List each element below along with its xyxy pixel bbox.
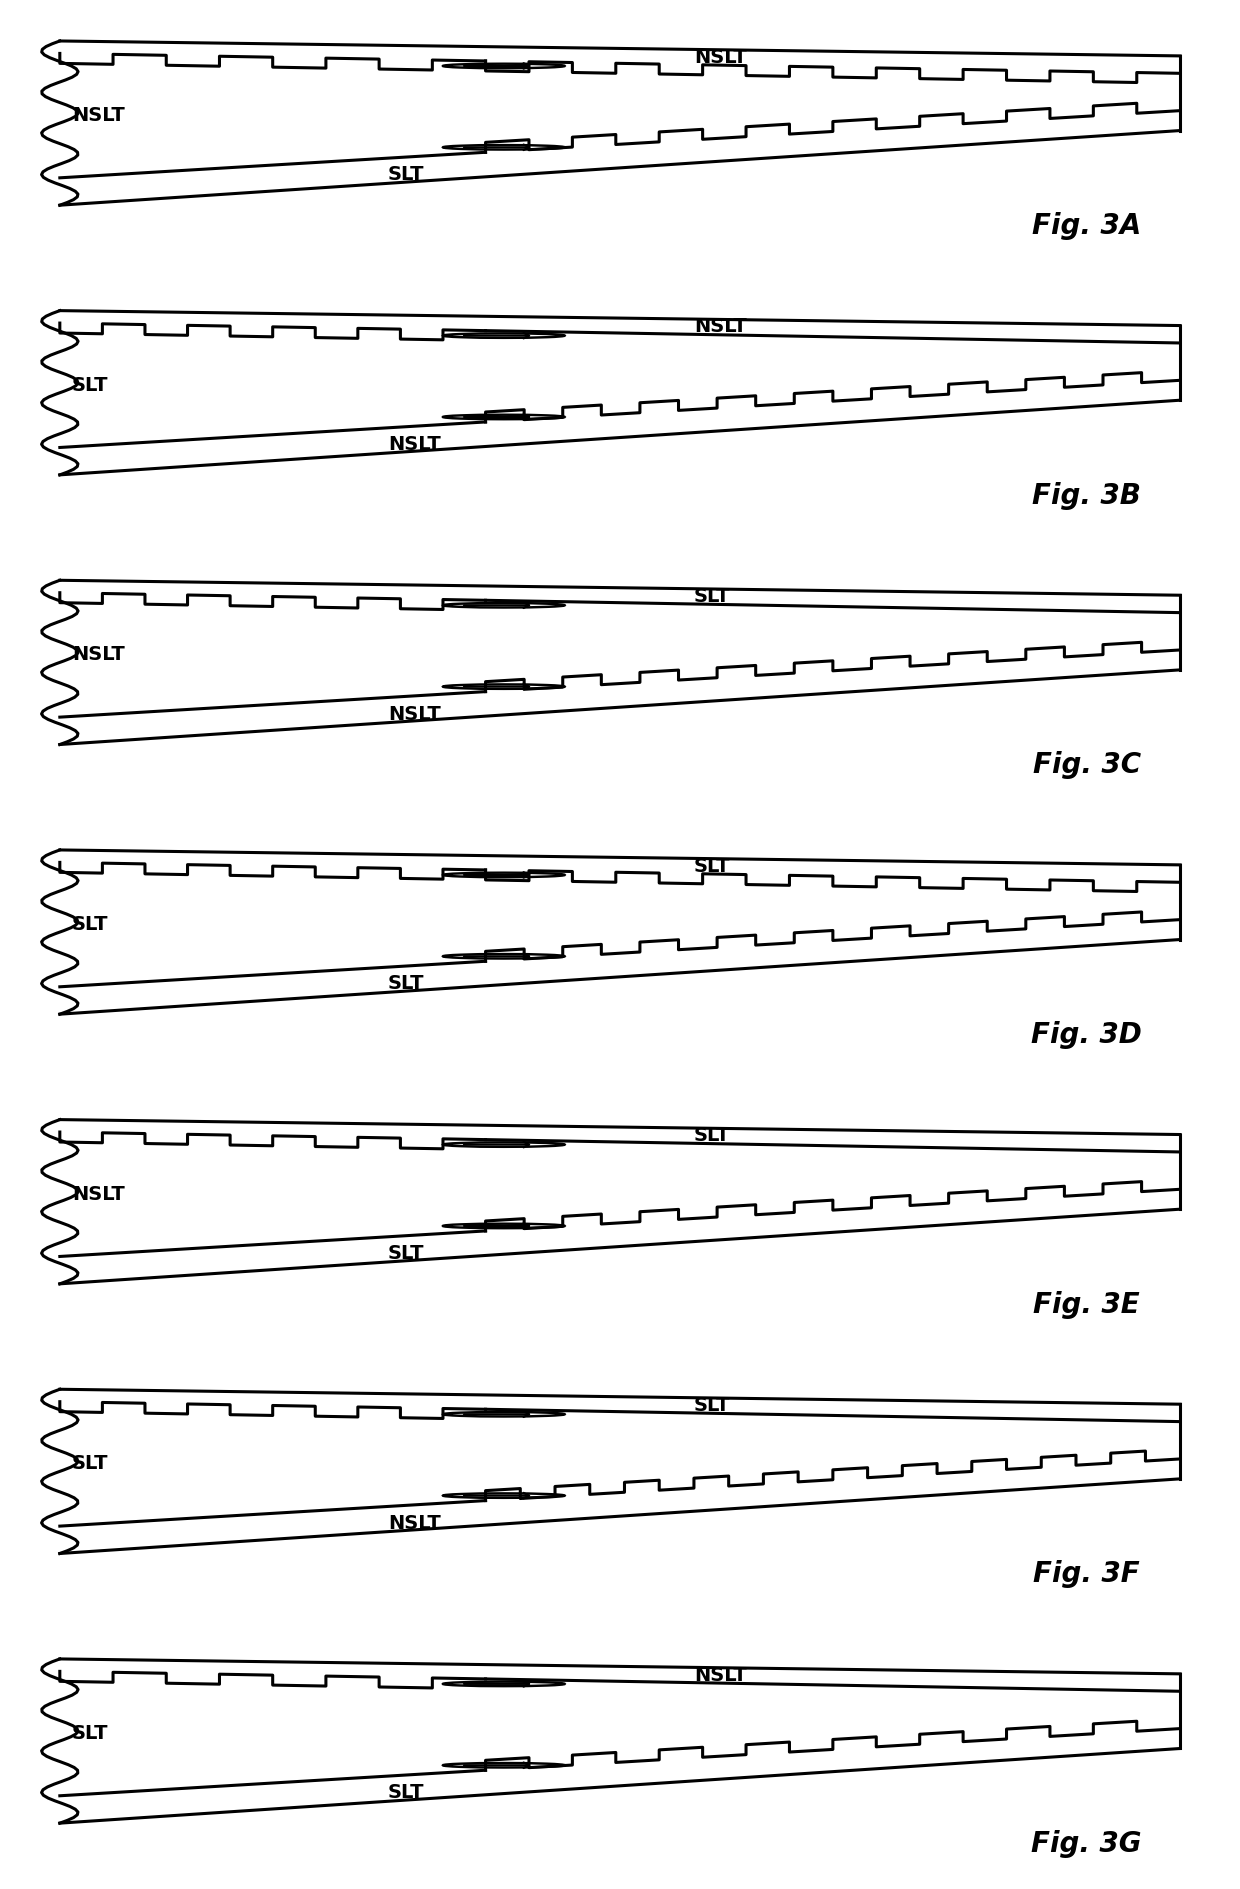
Text: SLT: SLT [72,1725,109,1744]
Text: NSLT: NSLT [72,1184,125,1203]
Text: NSLT: NSLT [72,646,125,665]
Text: NSLT: NSLT [388,434,441,453]
Text: Fig. 3C: Fig. 3C [1033,752,1141,780]
Text: SLT: SLT [388,975,424,994]
Text: Fig. 3D: Fig. 3D [1032,1022,1142,1048]
Text: SLT: SLT [72,914,109,933]
Text: Fig. 3A: Fig. 3A [1032,212,1141,240]
Text: SLT: SLT [388,1245,424,1264]
Text: NSLT: NSLT [694,1666,746,1685]
Text: NSLT: NSLT [388,705,441,723]
Text: Fig. 3E: Fig. 3E [1033,1290,1140,1319]
Text: SLT: SLT [388,166,424,185]
Text: NSLT: NSLT [72,106,125,125]
Text: SLT: SLT [388,1783,424,1802]
Text: SLT: SLT [72,1455,109,1473]
Text: NSLT: NSLT [694,317,746,336]
Text: SLT: SLT [694,1126,730,1145]
Text: SLT: SLT [694,1396,730,1415]
Text: SLT: SLT [694,587,730,606]
Text: NSLT: NSLT [388,1513,441,1532]
Text: SLT: SLT [694,856,730,875]
Text: Fig. 3G: Fig. 3G [1032,1830,1142,1859]
Text: NSLT: NSLT [694,47,746,66]
Text: SLT: SLT [72,376,109,395]
Text: Fig. 3F: Fig. 3F [1033,1560,1140,1589]
Text: Fig. 3B: Fig. 3B [1032,482,1141,510]
